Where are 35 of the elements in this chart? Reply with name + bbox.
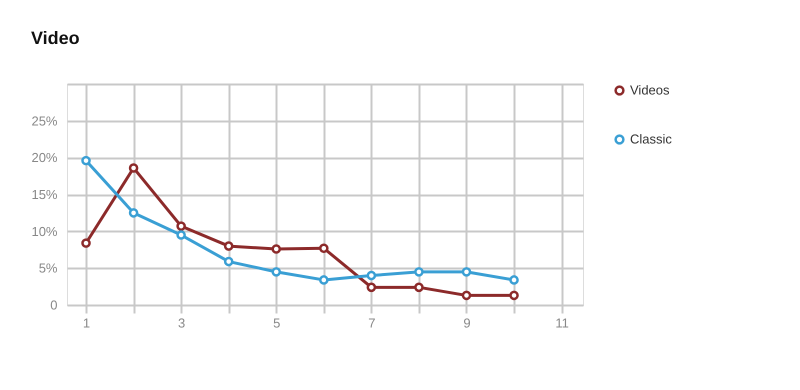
legend-label: Classic	[630, 132, 672, 146]
point	[462, 267, 472, 277]
point	[319, 244, 329, 254]
point	[224, 241, 234, 251]
point	[509, 275, 519, 285]
point	[81, 156, 91, 166]
point	[128, 208, 138, 218]
point	[271, 267, 282, 277]
point	[414, 267, 424, 277]
y-tick-label: 15%	[31, 187, 58, 202]
y-tick-label: 20%	[31, 150, 58, 166]
point	[176, 230, 186, 240]
y-tick-label: 25%	[31, 113, 58, 128]
point	[81, 238, 91, 248]
y-tick-label: 10%	[31, 224, 58, 239]
x-tick-label: 7	[368, 316, 376, 330]
x-tick-label: 3	[178, 316, 186, 330]
x-tick-label: 11	[555, 316, 569, 330]
point	[414, 282, 424, 292]
point	[224, 256, 234, 266]
x-tick-label: 9	[463, 316, 471, 330]
point	[271, 244, 282, 254]
y-tick-label: 5%	[38, 260, 58, 276]
chart-title: Video	[30, 28, 80, 48]
point	[176, 221, 186, 231]
point	[319, 275, 329, 285]
point	[366, 270, 376, 280]
x-tick-label: 1	[82, 316, 90, 330]
x-tick-label: 5	[273, 316, 280, 330]
point	[366, 282, 376, 292]
point	[128, 163, 138, 173]
point	[509, 290, 519, 300]
point	[462, 290, 472, 300]
legend-label: Videos	[630, 82, 670, 98]
y-tick-label: 0	[50, 298, 58, 312]
